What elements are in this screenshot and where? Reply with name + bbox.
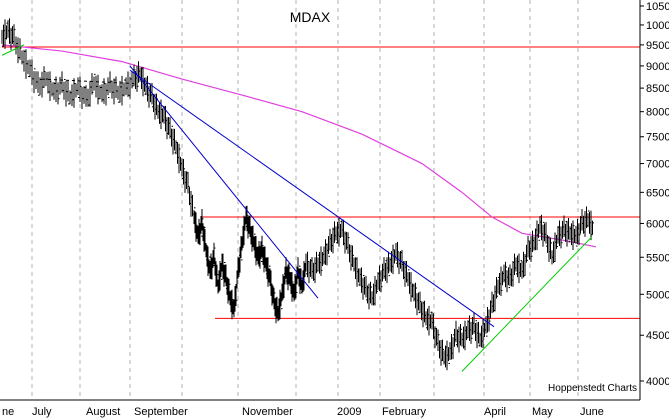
x-tick-label: February	[382, 406, 427, 418]
y-tick-label: 10500	[646, 1, 669, 13]
x-tick-label: May	[532, 406, 553, 418]
trend-lines	[1, 44, 593, 372]
y-tick-label: 8500	[646, 83, 669, 95]
chart-credit: Hoppenstedt Charts	[548, 383, 637, 394]
x-tick-label: August	[86, 406, 120, 418]
moving-average-layer	[1, 44, 597, 248]
trend-line-up-3	[1, 44, 25, 56]
x-tick-label: July	[32, 406, 52, 418]
y-axis: 4000 4500 5000 5500 6000 6500 7000 7500 8000 8500…	[0, 0, 669, 401]
y-tick-label: 6500	[646, 187, 669, 199]
y-tick-label: 9500	[646, 40, 669, 52]
chart-title: MDAX	[290, 9, 331, 25]
y-tick-label: 8000	[646, 107, 669, 119]
y-tick-label: 5000	[646, 289, 669, 301]
trend-line-down-1	[129, 69, 495, 328]
moving-average-line	[1, 44, 597, 248]
y-tick-label: 6000	[646, 218, 669, 230]
x-tick-label: June	[580, 406, 604, 418]
x-tick-label: ne	[2, 406, 14, 418]
x-tick-label: September	[134, 406, 188, 418]
y-tick-label: 4500	[646, 330, 669, 342]
trend-line-up-2	[461, 236, 593, 372]
x-tick-label: April	[484, 406, 506, 418]
y-tick-label: 9000	[646, 61, 669, 73]
trend-line-down-0	[129, 65, 319, 299]
price-layer	[1, 18, 594, 371]
x-axis-labels: ne July August September November 2009 Februar…	[2, 406, 604, 418]
x-tick-label: November	[242, 406, 293, 418]
y-tick-label: 5500	[646, 252, 669, 264]
y-tick-label: 7000	[646, 159, 669, 171]
x-tick-label: 2009	[337, 406, 361, 418]
y-tick-label: 4000	[646, 376, 669, 388]
y-tick-label: 10000	[646, 20, 669, 32]
y-tick-label: 7500	[646, 132, 669, 144]
